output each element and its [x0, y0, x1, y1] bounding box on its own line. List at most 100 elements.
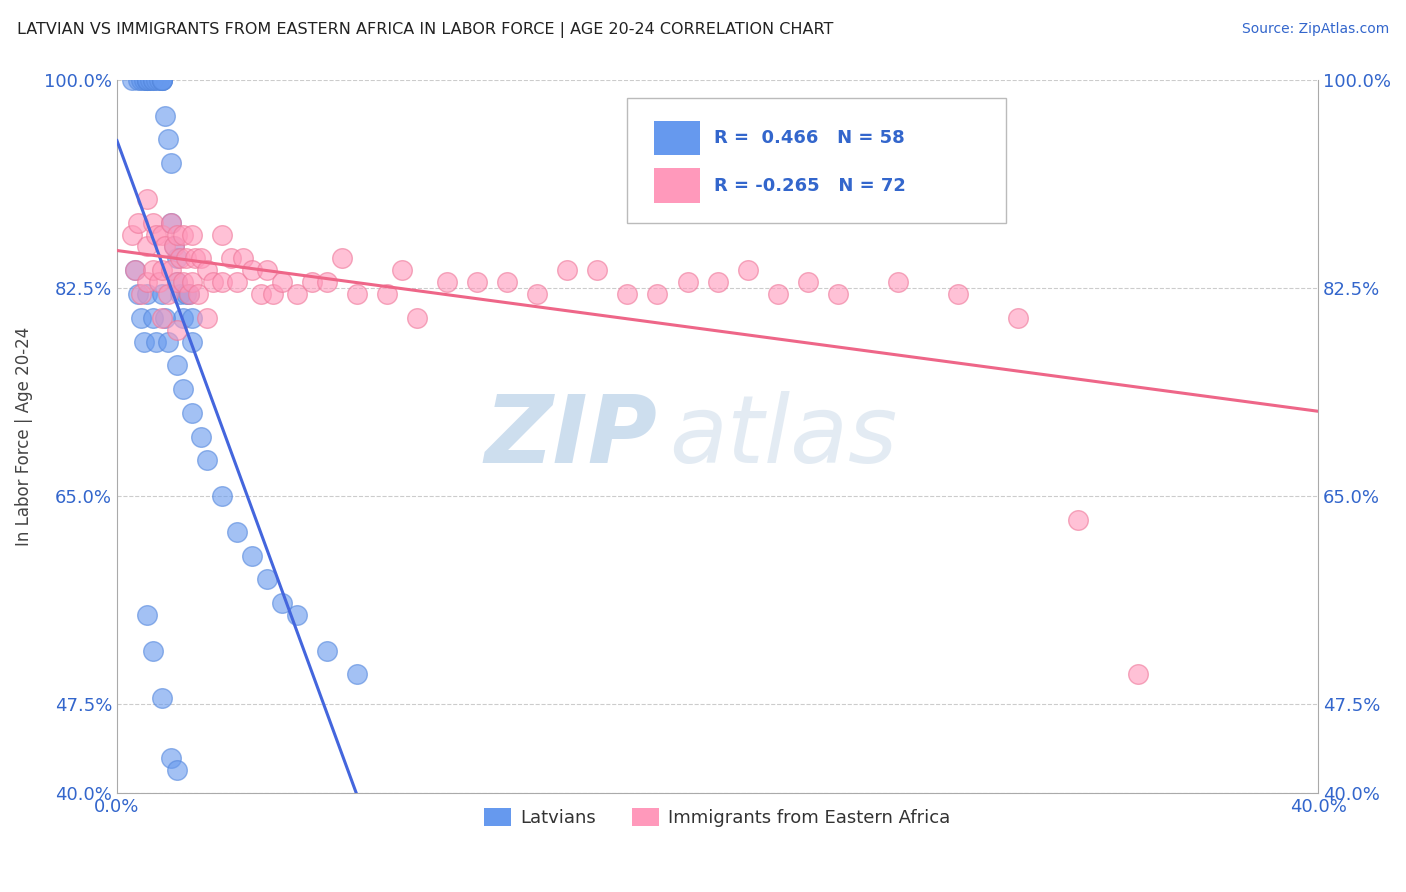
- Point: [174, 252, 197, 266]
- Text: ZIP: ZIP: [485, 391, 658, 483]
- Point: [142, 216, 165, 230]
- Point: [132, 334, 155, 349]
- Point: [129, 73, 152, 87]
- Point: [250, 287, 273, 301]
- Point: [586, 263, 609, 277]
- Point: [124, 263, 146, 277]
- Point: [195, 263, 218, 277]
- Point: [169, 252, 191, 266]
- Point: [496, 275, 519, 289]
- Point: [181, 406, 204, 420]
- Point: [346, 667, 368, 681]
- Point: [436, 275, 458, 289]
- Point: [946, 287, 969, 301]
- Point: [174, 287, 197, 301]
- Point: [136, 275, 159, 289]
- Point: [150, 73, 173, 87]
- Point: [145, 73, 167, 87]
- Point: [127, 216, 149, 230]
- Point: [766, 287, 789, 301]
- Point: [1067, 513, 1090, 527]
- Point: [160, 156, 183, 170]
- Point: [211, 489, 233, 503]
- Point: [1126, 667, 1149, 681]
- Point: [142, 643, 165, 657]
- Point: [150, 263, 173, 277]
- Text: atlas: atlas: [669, 392, 898, 483]
- Point: [142, 263, 165, 277]
- Point: [346, 287, 368, 301]
- Point: [181, 275, 204, 289]
- FancyBboxPatch shape: [627, 98, 1005, 223]
- Point: [172, 382, 194, 396]
- Point: [136, 73, 159, 87]
- Point: [150, 73, 173, 87]
- Point: [195, 453, 218, 467]
- Point: [187, 287, 209, 301]
- Point: [211, 275, 233, 289]
- Point: [136, 607, 159, 622]
- Point: [153, 310, 176, 325]
- Point: [375, 287, 398, 301]
- Point: [157, 132, 180, 146]
- Point: [150, 310, 173, 325]
- Point: [256, 572, 278, 586]
- Point: [202, 275, 225, 289]
- Text: Source: ZipAtlas.com: Source: ZipAtlas.com: [1241, 22, 1389, 37]
- Point: [330, 252, 353, 266]
- Point: [465, 275, 488, 289]
- Point: [256, 263, 278, 277]
- Point: [177, 287, 200, 301]
- Point: [737, 263, 759, 277]
- Point: [153, 239, 176, 253]
- Point: [160, 263, 183, 277]
- Point: [190, 430, 212, 444]
- Point: [232, 252, 254, 266]
- Point: [211, 227, 233, 242]
- Point: [316, 643, 339, 657]
- Point: [172, 227, 194, 242]
- Point: [271, 275, 294, 289]
- Point: [1007, 310, 1029, 325]
- Point: [226, 275, 249, 289]
- Point: [136, 73, 159, 87]
- Point: [136, 287, 159, 301]
- Point: [262, 287, 284, 301]
- Point: [142, 73, 165, 87]
- Point: [219, 252, 242, 266]
- Point: [160, 216, 183, 230]
- Point: [136, 73, 159, 87]
- Point: [166, 763, 188, 777]
- Point: [150, 691, 173, 706]
- Point: [166, 227, 188, 242]
- Legend: Latvians, Immigrants from Eastern Africa: Latvians, Immigrants from Eastern Africa: [477, 800, 957, 834]
- Point: [163, 239, 186, 253]
- FancyBboxPatch shape: [654, 120, 700, 155]
- Point: [150, 73, 173, 87]
- Point: [148, 275, 170, 289]
- Text: R = -0.265   N = 72: R = -0.265 N = 72: [714, 177, 905, 194]
- Point: [166, 359, 188, 373]
- Point: [136, 73, 159, 87]
- Point: [406, 310, 429, 325]
- Point: [129, 310, 152, 325]
- Point: [150, 73, 173, 87]
- Point: [127, 73, 149, 87]
- Point: [157, 287, 180, 301]
- Y-axis label: In Labor Force | Age 20-24: In Labor Force | Age 20-24: [15, 327, 32, 546]
- Point: [148, 73, 170, 87]
- Text: R =  0.466   N = 58: R = 0.466 N = 58: [714, 128, 904, 147]
- Point: [166, 252, 188, 266]
- Point: [676, 275, 699, 289]
- Point: [316, 275, 339, 289]
- Point: [163, 239, 186, 253]
- Point: [195, 310, 218, 325]
- Point: [160, 216, 183, 230]
- Point: [145, 334, 167, 349]
- Point: [172, 310, 194, 325]
- Point: [285, 287, 308, 301]
- Point: [557, 263, 579, 277]
- Point: [181, 227, 204, 242]
- Point: [301, 275, 323, 289]
- Point: [153, 109, 176, 123]
